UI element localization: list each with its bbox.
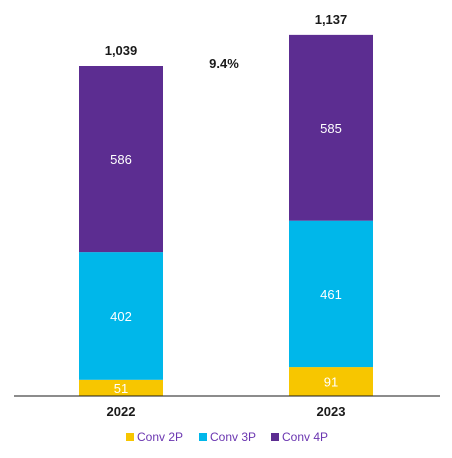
legend: Conv 2P Conv 3P Conv 4P <box>126 430 328 444</box>
legend-swatch <box>126 433 134 441</box>
legend-swatch <box>199 433 207 441</box>
total-label-2023: 1,137 <box>315 12 348 27</box>
bar-segment-2022-conv-3p <box>79 252 163 380</box>
bar-segment-2022-conv-4p <box>79 66 163 253</box>
data-label-2022-conv-3p: 402 <box>110 309 132 324</box>
bar-segment-2022-conv-2p <box>79 379 163 396</box>
data-label-2023-conv-3p: 461 <box>320 287 342 302</box>
bar-segment-2023-conv-4p <box>289 34 373 221</box>
growth-annotation: 9.4% <box>209 56 239 71</box>
legend-item-conv-4p: Conv 4P <box>271 430 328 444</box>
legend-label: Conv 4P <box>282 430 328 444</box>
data-label-2023-conv-2p: 91 <box>324 375 338 390</box>
x-tick-label-2022: 2022 <box>107 404 136 419</box>
legend-item-conv-3p: Conv 3P <box>199 430 256 444</box>
x-tick-label-2023: 2023 <box>317 404 346 419</box>
bar-segment-2023-conv-2p <box>289 367 373 396</box>
legend-label: Conv 3P <box>210 430 256 444</box>
data-label-2022-conv-4p: 586 <box>110 152 132 167</box>
total-label-2022: 1,039 <box>105 43 138 58</box>
legend-item-conv-2p: Conv 2P <box>126 430 183 444</box>
bars-layer <box>79 34 373 396</box>
legend-swatch <box>271 433 279 441</box>
data-label-2023-conv-4p: 585 <box>320 121 342 136</box>
bar-segment-2023-conv-3p <box>289 220 373 368</box>
legend-label: Conv 2P <box>137 430 183 444</box>
data-label-2022-conv-2p: 51 <box>114 381 128 396</box>
labels-layer: 51 402 586 1,039 2022 91 461 585 1,137 2023 <box>105 12 348 419</box>
